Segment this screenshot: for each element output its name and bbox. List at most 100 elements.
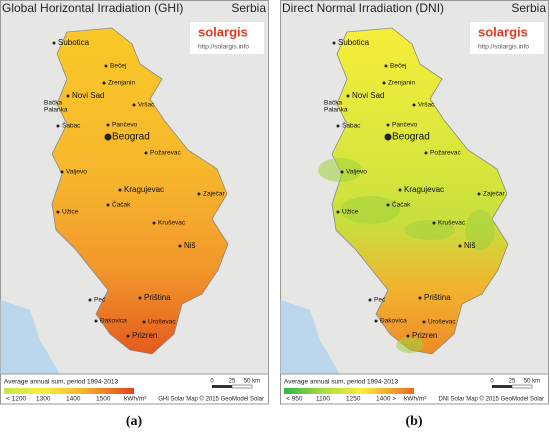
city-label: Bačka	[44, 100, 62, 107]
city-dot	[418, 296, 422, 300]
legend-label: 1400	[66, 396, 81, 403]
city-label: Palanka	[44, 107, 68, 114]
city-label: Priština	[424, 293, 451, 302]
map-panel: Direct Normal Irradiation (DNI) Serbia sol…	[280, 0, 549, 429]
city-label: Požarevac	[150, 150, 181, 157]
city-dot	[138, 296, 142, 300]
city-label: Šabac	[342, 121, 361, 130]
city-label: Požarevac	[430, 150, 461, 157]
city-label: Prizren	[412, 331, 437, 340]
city-dot	[340, 170, 344, 174]
city-label: Zrenjanin	[108, 80, 135, 87]
logo-box	[470, 22, 544, 54]
legend-label: < 950	[286, 396, 303, 403]
city-dot	[422, 320, 426, 324]
terrain-patch	[396, 337, 424, 353]
map-title: Direct Normal Irradiation (DNI)	[282, 1, 444, 15]
country	[51, 27, 229, 355]
legend-bar	[284, 388, 414, 394]
scale-bar-dark	[492, 385, 512, 388]
country	[331, 27, 509, 355]
scale-label: 0	[210, 379, 214, 385]
city-dot	[374, 319, 378, 323]
city-dot	[56, 210, 60, 214]
city-dot	[102, 81, 106, 85]
city-dot	[126, 334, 130, 338]
city-label: Vršac	[418, 102, 435, 109]
city-dot	[104, 133, 112, 141]
terrain-patch	[318, 158, 362, 182]
city-dot	[197, 192, 201, 196]
logo-url: http://solargis.info	[198, 44, 249, 51]
scale-label: 25	[509, 379, 516, 385]
city-dot	[332, 41, 336, 45]
city-dot	[386, 123, 390, 127]
city-dot	[66, 94, 70, 98]
city-label: Prizren	[132, 331, 157, 340]
city-dot	[104, 64, 108, 68]
city-dot	[477, 192, 481, 196]
city-label: Palanka	[324, 107, 348, 114]
city-dot	[432, 221, 436, 225]
legend-title: Average annual sum, period 1994-2013	[284, 379, 398, 386]
scale-bar-light	[511, 384, 533, 389]
city-label: Zaječar	[483, 191, 506, 198]
city-label: Beograd	[392, 132, 430, 143]
city-dot	[384, 64, 388, 68]
city-dot	[336, 210, 340, 214]
city-dot	[56, 124, 60, 128]
city-dot	[382, 81, 386, 85]
city-label: Vršac	[138, 102, 155, 109]
city-dot	[106, 123, 110, 127]
city-dot	[132, 103, 136, 107]
credit: GHI Solar Map © 2015 GeoModel Solar	[158, 396, 264, 403]
city-label: Novi Sad	[352, 91, 384, 100]
city-label: Kragujevac	[404, 185, 444, 194]
city-label: Bečej	[110, 63, 126, 70]
sea	[280, 300, 340, 374]
scale-label: 50 km	[244, 379, 260, 385]
city-label: Niš	[184, 241, 196, 250]
city-label: Užice	[342, 209, 359, 216]
legend-label: 1400 >	[376, 396, 396, 403]
city-label: Đakovica	[380, 318, 407, 325]
city-label: Zrenjanin	[388, 80, 415, 87]
city-label: Priština	[144, 293, 171, 302]
city-dot	[368, 298, 372, 302]
terrain-patch	[465, 210, 495, 250]
city-dot	[144, 151, 148, 155]
city-dot	[386, 203, 390, 207]
city-label: Subotica	[58, 38, 90, 47]
city-dot	[88, 298, 92, 302]
caption: (b)	[405, 414, 422, 429]
legend-label: 1250	[346, 396, 361, 403]
scale-label: 50 km	[524, 379, 540, 385]
map-title: Global Horizontal Irradiation (GHI)	[2, 1, 183, 15]
city-dot	[346, 94, 350, 98]
legend-unit: kWh/m²	[124, 396, 147, 403]
city-label: Pančevo	[392, 122, 418, 129]
city-dot	[94, 319, 98, 323]
city-dot	[412, 103, 416, 107]
city-label: Zaječar	[203, 191, 226, 198]
city-label: Valjevo	[346, 169, 367, 176]
city-label: Čačak	[392, 200, 411, 209]
city-label: Peć	[94, 297, 106, 304]
city-label: Beograd	[112, 132, 150, 143]
city-dot	[178, 244, 182, 248]
city-label: Kruševac	[158, 220, 186, 227]
city-label: Bačka	[324, 100, 342, 107]
legend-unit: kWh/m²	[404, 396, 427, 403]
map-panel: Global Horizontal Irradiation (GHI) Serbi…	[0, 0, 269, 429]
city-label: Đakovica	[100, 318, 127, 325]
city-label: Novi Sad	[72, 91, 104, 100]
city-dot	[336, 124, 340, 128]
city-dot	[106, 203, 110, 207]
city-label: Užice	[62, 209, 79, 216]
city-label: Valjevo	[66, 169, 87, 176]
logo: solargis	[198, 24, 248, 39]
legend-label: 1300	[36, 396, 51, 403]
city-label: Kragujevac	[124, 185, 164, 194]
terrain-patch	[340, 196, 400, 224]
